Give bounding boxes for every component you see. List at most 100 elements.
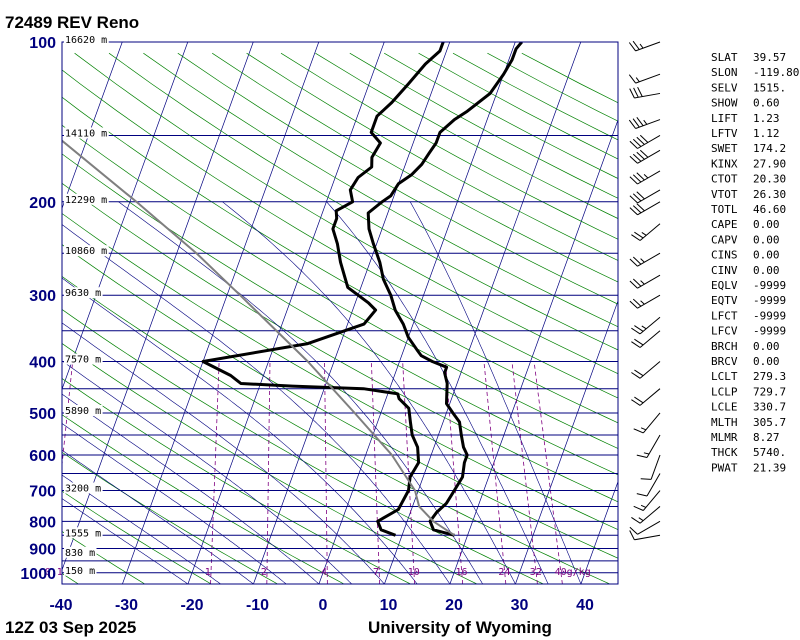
mixing-ratio-line [210, 361, 220, 584]
dry-adiabat-line [62, 276, 610, 584]
wind-barb [640, 454, 661, 480]
height-label: 16620 m [65, 35, 107, 46]
isobar-lines [62, 41, 618, 585]
height-label-background [64, 564, 97, 576]
height-label: 14110 m [65, 128, 107, 139]
index-value: 46.60 [753, 203, 786, 216]
wind-barb [629, 201, 661, 216]
dry-adiabat-line [62, 244, 618, 559]
height-label: 9630 m [65, 288, 101, 299]
moist-adiabat-line [409, 201, 582, 584]
height-label: 10860 m [65, 246, 107, 257]
mixing-ratio-line [324, 361, 328, 584]
temperature-tick-label: 30 [511, 597, 529, 614]
dry-adiabat-line [212, 52, 618, 283]
index-label: LIFT [711, 112, 738, 125]
mixing-ratio-label: 1 [205, 567, 211, 578]
wind-barb [628, 40, 661, 52]
pressure-tick-label: 100 [29, 35, 56, 52]
dry-adiabat-line [62, 531, 145, 584]
index-label: CINV [711, 264, 738, 277]
wind-barbs [628, 40, 661, 541]
index-value: -9999 [753, 279, 786, 292]
parcel-profile-line [62, 139, 456, 537]
index-value: 305.7 [753, 416, 786, 429]
dry-adiabat-line [418, 52, 618, 160]
height-label-background [64, 482, 103, 494]
dry-adiabat-line [62, 182, 618, 503]
dry-adiabat-line [62, 124, 618, 449]
wind-barb [631, 361, 661, 379]
index-value: 26.30 [753, 188, 786, 201]
wind-barb [629, 170, 661, 185]
height-label-background [64, 127, 109, 139]
mixing-ratio-line [402, 361, 416, 584]
index-value: -119.80 [753, 66, 799, 79]
index-value: 8.27 [753, 431, 780, 444]
isotherm-line [187, 42, 385, 584]
pressure-tick-label: 800 [29, 514, 56, 531]
index-value: 0.00 [753, 264, 780, 277]
height-label-background [64, 193, 109, 205]
pressure-tick-label: 700 [29, 484, 56, 501]
index-label: LFCT [711, 309, 738, 322]
index-value: 1515. [753, 81, 786, 94]
index-label: EQTV [711, 294, 738, 307]
dry-adiabat-line [62, 213, 618, 530]
isotherm-line [384, 42, 582, 584]
height-label: 3200 m [65, 484, 101, 495]
isotherm-line [62, 42, 189, 391]
dry-adiabat-line [177, 52, 618, 305]
wind-barb [631, 388, 661, 406]
moist-adiabat-line [326, 201, 549, 584]
pressure-tick-label: 300 [29, 288, 56, 305]
wind-barb [631, 223, 661, 241]
mixing-ratio-label: 2 [261, 567, 267, 578]
index-value: 279.3 [753, 370, 786, 383]
dry-adiabat-line [143, 52, 618, 328]
index-value: 0.00 [753, 233, 780, 246]
height-label-background [64, 353, 103, 365]
mixing-ratio-label: 10 [408, 567, 420, 578]
index-value: 0.00 [753, 249, 780, 262]
mixing-ratio-line [371, 361, 381, 584]
index-label: LFTV [711, 127, 738, 140]
index-value: 20.30 [753, 173, 786, 186]
wind-barb [628, 73, 661, 84]
dry-adiabat-line [62, 451, 278, 584]
wind-barb [629, 86, 661, 99]
wind-barb [629, 274, 661, 289]
dry-adiabat-line [62, 490, 212, 584]
isotherm-line [318, 42, 516, 584]
index-label: VTOT [711, 188, 738, 201]
index-label: TOTL [711, 203, 738, 216]
isotherm-line [122, 42, 320, 584]
index-label: SELV [711, 81, 738, 94]
height-label: 5890 m [65, 406, 101, 417]
wind-barb [629, 252, 661, 267]
moist-adiabat-line [62, 393, 320, 584]
index-label: BRCV [711, 355, 738, 368]
index-value: 5740. [753, 446, 786, 459]
index-label: SLAT [711, 51, 738, 64]
isotherm-line [580, 480, 618, 584]
wind-barb [633, 490, 661, 511]
pressure-tick-label: 900 [29, 541, 56, 558]
mixing-ratio-label: 16 [456, 567, 468, 578]
wind-barb [633, 412, 661, 434]
temperature-profile-line [366, 42, 523, 537]
moist-adiabat-line [222, 201, 516, 584]
mixing-ratio-label: 4 [321, 567, 327, 578]
moist-adiabat-line [62, 498, 189, 584]
footer-source: University of Wyoming [368, 618, 552, 637]
temperature-tick-label: -20 [180, 597, 203, 614]
moist-adiabat-line [62, 474, 221, 584]
wind-barb [629, 530, 661, 541]
mixing-ratio-labels: 0.1 1 2 4 7 10 16 24 32 40g/kg [45, 567, 591, 578]
height-label-background [64, 546, 97, 558]
dry-adiabat-line [62, 378, 411, 584]
index-value: 21.39 [753, 461, 786, 474]
moist-adiabat-line [62, 277, 418, 584]
index-label: LCLT [711, 370, 738, 383]
mixing-ratio-line [511, 361, 538, 584]
